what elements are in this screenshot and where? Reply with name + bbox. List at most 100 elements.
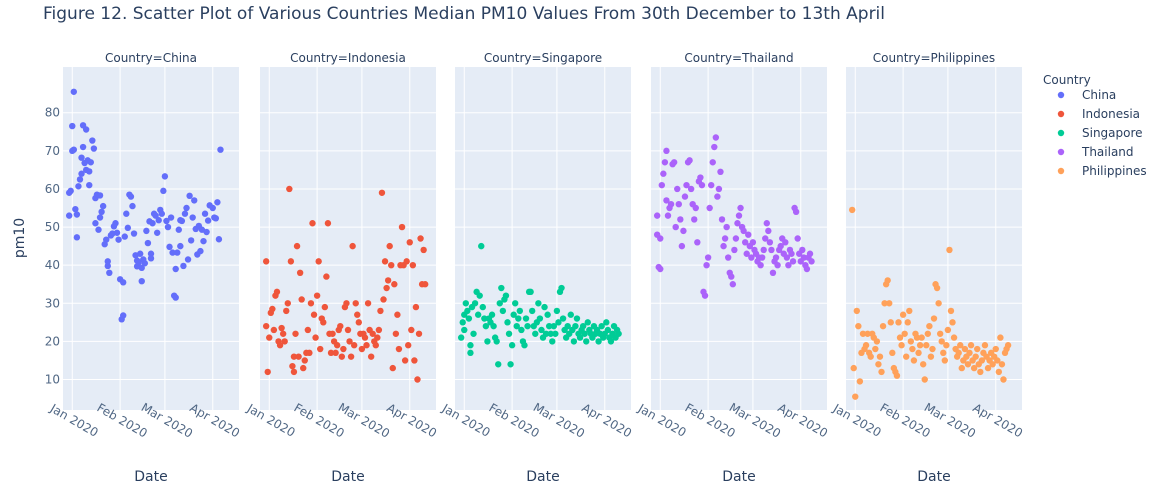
data-point: [878, 368, 885, 376]
data-point: [518, 326, 525, 334]
data-point: [391, 281, 398, 288]
data-point: [663, 147, 670, 155]
data-point: [209, 204, 216, 212]
legend-label: Indonesia: [1082, 107, 1140, 121]
data-point: [184, 256, 192, 263]
data-point: [884, 277, 891, 284]
data-point: [172, 265, 179, 273]
data-point: [507, 361, 514, 368]
data-point: [201, 210, 209, 217]
data-point: [153, 229, 161, 236]
data-point: [329, 330, 336, 337]
data-point: [697, 174, 704, 181]
plot-background: [63, 67, 239, 410]
data-point: [913, 334, 921, 341]
data-point: [694, 239, 701, 246]
data-point: [989, 361, 996, 368]
data-point: [508, 342, 516, 349]
data-point: [484, 338, 491, 345]
data-point: [481, 315, 488, 322]
data-point: [542, 330, 550, 337]
data-point: [380, 296, 387, 303]
data-point: [852, 393, 859, 400]
data-point: [287, 258, 295, 265]
data-point: [704, 254, 712, 261]
data-point: [521, 342, 528, 349]
data-point: [915, 349, 922, 357]
data-point: [910, 357, 918, 364]
data-point: [541, 303, 548, 311]
data-point: [853, 307, 861, 315]
data-point: [603, 319, 610, 326]
x-axis-label: Date: [526, 469, 559, 485]
data-point: [467, 349, 474, 357]
data-point: [312, 334, 319, 341]
data-point: [138, 277, 145, 285]
data-point: [406, 239, 413, 246]
data-point: [104, 262, 111, 270]
data-point: [674, 185, 681, 193]
data-point: [916, 342, 924, 349]
data-point: [516, 307, 524, 315]
data-point: [721, 235, 729, 242]
data-point: [724, 254, 732, 261]
data-point: [369, 330, 376, 337]
data-point: [758, 254, 766, 261]
data-point: [144, 239, 152, 247]
data-point: [333, 342, 341, 349]
data-point: [398, 223, 406, 231]
data-point: [872, 345, 879, 353]
data-point: [692, 204, 699, 212]
data-point: [718, 216, 726, 223]
data-point: [166, 243, 173, 251]
data-point: [967, 342, 975, 349]
data-point: [850, 364, 857, 372]
data-point: [412, 303, 420, 311]
data-point: [663, 197, 670, 204]
data-point: [701, 292, 709, 299]
data-point: [113, 229, 121, 236]
y-tick-label: 10: [45, 373, 60, 387]
data-point: [544, 311, 551, 318]
data-point: [505, 330, 513, 337]
data-point: [203, 228, 210, 236]
data-point: [927, 353, 935, 360]
data-point: [337, 322, 344, 330]
data-point: [349, 242, 356, 250]
data-point: [513, 322, 520, 330]
data-point: [660, 170, 667, 177]
data-point: [949, 319, 956, 326]
data-point: [583, 338, 590, 345]
data-point: [998, 361, 1006, 368]
data-point: [553, 307, 561, 315]
data-point: [907, 338, 915, 345]
data-point: [197, 247, 204, 255]
data-point: [152, 212, 159, 219]
data-point: [70, 146, 78, 153]
legend-label: China: [1082, 88, 1116, 102]
data-point: [947, 307, 955, 315]
data-point: [510, 311, 517, 318]
data-point: [462, 300, 470, 307]
data-point: [680, 227, 687, 235]
data-point: [309, 220, 316, 227]
data-point: [498, 284, 505, 292]
data-point: [409, 261, 417, 269]
data-point: [415, 330, 423, 337]
data-point: [289, 362, 296, 370]
data-point: [964, 361, 972, 368]
data-point: [476, 292, 483, 299]
data-point: [799, 246, 806, 254]
data-point: [124, 224, 132, 232]
data-point: [769, 269, 777, 276]
data-point: [763, 220, 770, 227]
data-point: [212, 215, 220, 222]
data-point: [388, 261, 395, 269]
data-point: [728, 273, 735, 280]
data-point: [283, 307, 290, 315]
data-point: [403, 258, 410, 265]
data-point: [298, 296, 305, 303]
